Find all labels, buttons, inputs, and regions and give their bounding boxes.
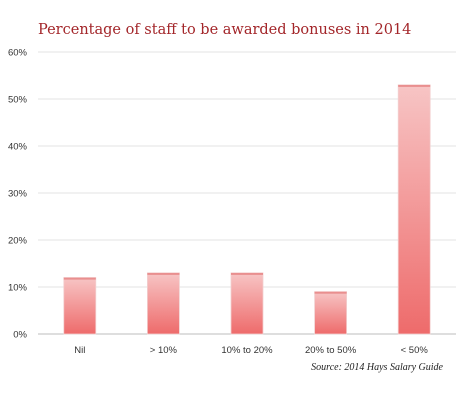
y-tick-label: 20%	[8, 236, 28, 247]
bar	[314, 291, 348, 335]
chart-title: Percentage of staff to be awarded bonuse…	[38, 22, 412, 38]
x-category-label: 10% to 20%	[221, 345, 273, 356]
x-category-label: < 50%	[401, 345, 429, 356]
bar-top-edge	[231, 272, 263, 275]
x-category-label: 20% to 50%	[305, 345, 357, 356]
y-tick-label: 0%	[13, 330, 27, 341]
bar	[230, 272, 264, 335]
bar	[146, 272, 180, 335]
bar	[397, 84, 431, 335]
bar-top-edge	[147, 272, 180, 275]
bars	[63, 84, 431, 335]
bar-top-edge	[63, 277, 96, 280]
y-tick-label: 40%	[8, 142, 28, 153]
y-tick-label: 10%	[8, 283, 28, 294]
x-category-label: > 10%	[150, 345, 178, 356]
y-tick-label: 60%	[8, 48, 28, 59]
bar-top-edge	[398, 84, 431, 87]
source-note: Source: 2014 Hays Salary Guide	[311, 362, 443, 373]
bar-top-edge	[314, 291, 347, 294]
y-tick-label: 30%	[8, 189, 28, 200]
y-axis: 0% 10% 20% 30% 40% 50% 60%	[8, 48, 28, 341]
bar	[63, 277, 97, 335]
x-category-label: Nil	[74, 345, 85, 356]
y-tick-label: 50%	[8, 95, 28, 106]
x-axis: Nil > 10% 10% to 20% 20% to 50% < 50%	[74, 345, 428, 356]
